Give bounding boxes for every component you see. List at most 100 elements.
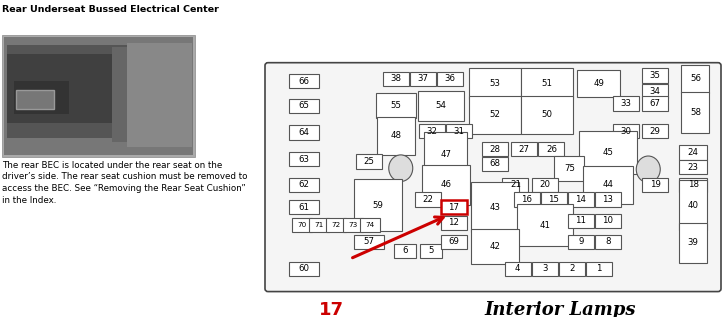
Bar: [679, 223, 708, 263]
Text: 12: 12: [448, 218, 459, 227]
Text: 50: 50: [542, 110, 552, 119]
Text: 46: 46: [440, 180, 451, 190]
Text: 25: 25: [364, 157, 375, 166]
Text: 2: 2: [569, 264, 575, 273]
Text: 9: 9: [578, 237, 583, 246]
Bar: [682, 65, 710, 93]
Bar: [482, 157, 508, 171]
Bar: [583, 166, 632, 204]
Bar: [289, 152, 319, 166]
Text: 3: 3: [542, 264, 547, 273]
Bar: [355, 179, 402, 231]
Text: 66: 66: [298, 77, 310, 86]
Bar: [679, 178, 708, 192]
Bar: [642, 68, 668, 83]
Ellipse shape: [388, 155, 413, 182]
Bar: [343, 218, 363, 232]
Text: 51: 51: [542, 79, 552, 88]
Bar: [595, 235, 621, 249]
Bar: [7, 54, 140, 123]
Text: 55: 55: [391, 101, 401, 110]
Bar: [679, 160, 708, 174]
Text: 17: 17: [448, 203, 459, 212]
Text: 52: 52: [490, 110, 501, 119]
Bar: [514, 192, 540, 207]
Text: 40: 40: [688, 201, 699, 210]
Bar: [16, 90, 54, 109]
Bar: [559, 262, 585, 276]
Bar: [595, 214, 621, 228]
Bar: [2, 35, 195, 157]
Bar: [414, 192, 440, 207]
Bar: [586, 262, 612, 276]
Text: 16: 16: [521, 195, 532, 204]
Text: Interior Lamps: Interior Lamps: [484, 301, 636, 317]
Bar: [682, 92, 710, 133]
Bar: [376, 94, 417, 118]
Text: 73: 73: [349, 222, 357, 228]
Bar: [292, 218, 312, 232]
Bar: [112, 48, 190, 142]
Text: 8: 8: [605, 237, 611, 246]
Text: 41: 41: [539, 221, 550, 230]
Bar: [567, 192, 593, 207]
Bar: [642, 124, 668, 139]
Bar: [469, 96, 521, 134]
Bar: [482, 142, 508, 156]
Text: 62: 62: [298, 180, 310, 190]
Text: 67: 67: [650, 99, 661, 108]
Bar: [521, 68, 573, 99]
Text: 11: 11: [575, 216, 586, 225]
Text: 30: 30: [620, 127, 631, 136]
Text: 53: 53: [490, 79, 501, 88]
Text: 48: 48: [391, 131, 401, 140]
Bar: [441, 216, 467, 230]
Bar: [642, 178, 668, 192]
Text: 59: 59: [373, 201, 383, 210]
Bar: [679, 180, 708, 230]
Bar: [679, 146, 708, 160]
Bar: [356, 154, 382, 169]
Bar: [410, 72, 436, 86]
Text: 61: 61: [298, 203, 310, 212]
Text: 69: 69: [448, 237, 459, 246]
Text: 43: 43: [490, 203, 501, 212]
Bar: [422, 165, 470, 205]
Text: 70: 70: [297, 222, 306, 228]
Text: 28: 28: [490, 145, 501, 154]
Bar: [289, 99, 319, 113]
Text: 23: 23: [688, 163, 699, 171]
Bar: [326, 218, 346, 232]
Text: 68: 68: [490, 159, 501, 168]
Ellipse shape: [636, 156, 660, 183]
Bar: [541, 192, 567, 207]
Text: 19: 19: [650, 180, 661, 190]
Bar: [289, 74, 319, 88]
Bar: [441, 200, 467, 214]
FancyBboxPatch shape: [265, 63, 721, 292]
Text: 27: 27: [518, 145, 529, 154]
Bar: [521, 96, 573, 134]
Text: 13: 13: [602, 195, 613, 204]
Text: 74: 74: [365, 222, 375, 228]
Text: 38: 38: [391, 74, 401, 83]
Text: 15: 15: [548, 195, 560, 204]
Bar: [539, 142, 565, 156]
Text: 42: 42: [490, 242, 501, 251]
Bar: [355, 235, 384, 249]
Text: 58: 58: [690, 108, 701, 117]
Text: 1: 1: [596, 264, 601, 273]
Text: 44: 44: [602, 180, 613, 190]
Text: 57: 57: [364, 237, 375, 246]
Bar: [127, 43, 192, 147]
Text: 60: 60: [298, 264, 310, 273]
Bar: [531, 178, 558, 192]
Text: 22: 22: [422, 195, 433, 204]
Text: 18: 18: [688, 180, 699, 190]
Bar: [567, 235, 593, 249]
Text: 39: 39: [688, 238, 699, 248]
Text: 72: 72: [331, 222, 341, 228]
Text: 10: 10: [602, 216, 613, 225]
Bar: [579, 131, 637, 174]
Bar: [505, 262, 531, 276]
